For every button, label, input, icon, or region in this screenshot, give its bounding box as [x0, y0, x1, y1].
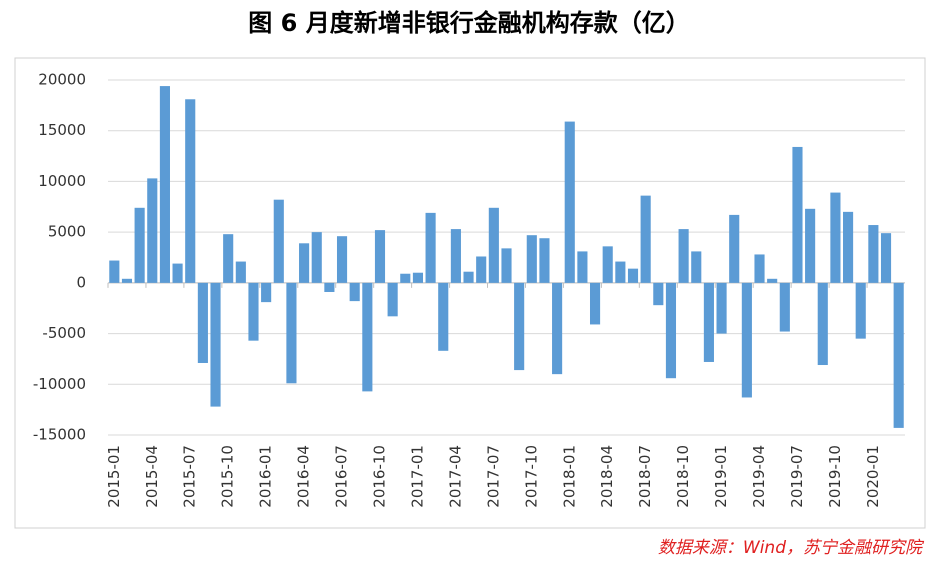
bar	[817, 282, 828, 366]
bar	[653, 282, 664, 306]
bar	[767, 278, 778, 283]
bar	[299, 243, 310, 283]
bar	[273, 199, 284, 283]
bar	[627, 268, 639, 283]
bar	[488, 207, 499, 283]
bar	[526, 235, 537, 283]
bar	[868, 225, 879, 283]
x-tick-label: 2016-04	[295, 445, 313, 508]
bar	[779, 282, 790, 332]
bar	[261, 282, 272, 303]
x-tick-label: 2015-10	[219, 445, 237, 508]
x-tick-label: 2020-01	[864, 445, 882, 508]
bar	[248, 282, 259, 341]
y-tick-label: 10000	[38, 172, 86, 190]
bar	[223, 234, 234, 283]
x-tick-label: 2017-07	[484, 445, 502, 508]
x-tick-label: 2017-01	[408, 445, 426, 508]
x-tick-label: 2015-01	[105, 445, 123, 508]
bar	[564, 121, 575, 283]
bar	[539, 238, 550, 283]
bar	[412, 272, 424, 283]
y-tick-label: -10000	[33, 375, 86, 393]
bar	[577, 251, 588, 283]
y-tick-label: 5000	[48, 223, 86, 241]
bar	[552, 282, 563, 375]
bar	[703, 282, 714, 362]
bar	[640, 195, 651, 283]
bar	[185, 99, 196, 283]
bar	[602, 246, 613, 283]
bar	[514, 282, 525, 371]
chart-frame	[14, 57, 926, 529]
y-tick-label: 20000	[38, 71, 86, 89]
bar	[792, 146, 803, 283]
x-tick-label: 2019-04	[750, 445, 768, 508]
bar	[729, 214, 740, 283]
bar	[855, 282, 866, 339]
bar	[324, 282, 335, 292]
bar	[716, 282, 727, 334]
bar	[336, 236, 348, 283]
bar	[754, 254, 765, 283]
x-tick-label: 2015-07	[181, 445, 199, 508]
bar	[805, 208, 816, 283]
bar	[589, 282, 601, 325]
bar	[197, 282, 208, 363]
source-note: 数据来源：Wind，苏宁金融研究院	[658, 538, 925, 558]
x-tick-label: 2018-04	[598, 445, 616, 508]
y-tick-label: -15000	[33, 426, 86, 444]
bar	[425, 212, 436, 283]
bar	[691, 251, 702, 283]
bar	[172, 263, 183, 283]
bar	[893, 282, 904, 428]
bar	[109, 260, 120, 283]
x-tick-label: 2018-10	[674, 445, 692, 508]
bar	[615, 261, 626, 283]
x-tick-label: 2016-07	[333, 445, 351, 508]
x-tick-label: 2018-07	[636, 445, 654, 508]
bar	[159, 86, 170, 283]
y-tick-label: 15000	[38, 121, 86, 139]
bar	[678, 229, 689, 283]
bar	[830, 192, 841, 283]
bar	[134, 207, 145, 283]
x-tick-label: 2018-01	[560, 445, 578, 508]
bar	[349, 282, 360, 302]
bar	[450, 229, 461, 283]
bar	[843, 211, 854, 283]
x-tick-label: 2017-10	[522, 445, 540, 508]
x-tick-label: 2016-01	[257, 445, 275, 508]
bar	[741, 282, 752, 398]
x-tick-label: 2019-10	[826, 445, 844, 508]
bar	[501, 248, 512, 283]
bar	[387, 282, 398, 317]
bar	[210, 282, 221, 407]
bar	[438, 282, 449, 351]
x-tick-label: 2015-04	[143, 445, 161, 508]
bar	[362, 282, 373, 392]
bar	[121, 278, 133, 283]
bar	[463, 271, 474, 283]
bar	[235, 261, 246, 283]
bar	[311, 232, 322, 283]
x-tick-label: 2019-01	[712, 445, 730, 508]
y-tick-label: 0	[76, 273, 86, 291]
bar	[880, 233, 892, 283]
bar	[665, 282, 677, 379]
bar	[400, 273, 411, 283]
x-tick-label: 2016-10	[370, 445, 388, 508]
bar	[286, 282, 297, 384]
bar	[374, 230, 386, 283]
chart-title: 图 6 月度新增非银行金融机构存款（亿）	[248, 9, 689, 37]
x-tick-label: 2019-07	[788, 445, 806, 508]
y-tick-label: -5000	[42, 324, 86, 342]
x-tick-label: 2017-04	[446, 445, 464, 508]
bar	[147, 178, 158, 283]
bar	[476, 256, 487, 283]
